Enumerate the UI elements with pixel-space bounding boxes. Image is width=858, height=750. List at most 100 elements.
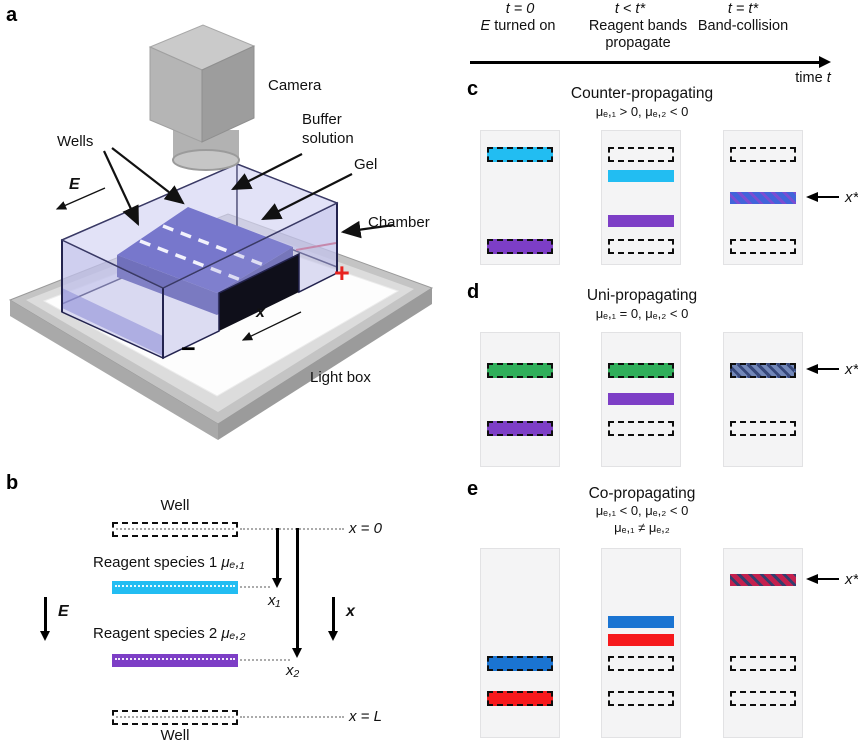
e-field-label-a: E bbox=[69, 176, 80, 193]
apparatus-illustration bbox=[8, 24, 434, 440]
timeline-axis-prefix: time bbox=[795, 70, 827, 86]
panel-e-title: Co-propagating bbox=[588, 485, 696, 502]
panel-d-title: Uni-propagating bbox=[586, 287, 698, 304]
gel-arrow bbox=[261, 173, 353, 220]
e-mid-well-empty-top bbox=[608, 656, 674, 671]
e-t0-well-reagent1 bbox=[487, 656, 553, 671]
b-well-top bbox=[112, 522, 238, 537]
b-e-field-label: E bbox=[58, 603, 69, 620]
e-col-well-empty-bottom bbox=[730, 691, 796, 706]
c-t0-well-reagent1 bbox=[487, 147, 553, 162]
x-axis-arrow-a bbox=[241, 311, 302, 341]
c-xstar-pointer: x* bbox=[806, 188, 858, 206]
b-well-top-label: Well bbox=[160, 497, 190, 514]
panel-e-condition-2: μₑ,₁ ≠ μₑ,₂ bbox=[614, 520, 670, 535]
b-x2-arrow bbox=[292, 528, 301, 658]
e-strip-t0 bbox=[480, 548, 560, 738]
e-t0-well-reagent2 bbox=[487, 691, 553, 706]
annotation-arrows bbox=[55, 147, 395, 341]
e-field-arrow-a bbox=[55, 187, 106, 210]
wells-label: Wells bbox=[57, 133, 94, 150]
e-xstar-arrowhead-icon bbox=[806, 574, 818, 584]
panel-e-condition-1: μₑ,₁ < 0, μₑ,₂ < 0 bbox=[595, 503, 689, 518]
b-well-bottom bbox=[112, 710, 238, 725]
buffer-label: Buffer solution bbox=[302, 111, 354, 147]
e-mid-well-empty-bottom bbox=[608, 691, 674, 706]
c-t0-well-reagent2 bbox=[487, 239, 553, 254]
d-col-well-collision bbox=[730, 363, 796, 378]
timeline-axis-label: time t bbox=[778, 70, 848, 87]
timeline-stage1-event: E turned on bbox=[442, 18, 594, 35]
c-strip-t0 bbox=[480, 130, 560, 265]
e-col-well-empty-top bbox=[730, 656, 796, 671]
c-mid-band-reagent2 bbox=[608, 215, 674, 227]
b-reagent1-text: Reagent species 1 bbox=[93, 554, 218, 571]
chamber-label: Chamber bbox=[368, 214, 430, 231]
c-col-band-collision bbox=[730, 192, 796, 204]
chamber-3d bbox=[60, 162, 339, 360]
timeline-stage2-event: Reagent bands propagate bbox=[588, 18, 688, 51]
panel-b-label: b bbox=[6, 472, 19, 494]
buffer-arrow bbox=[231, 153, 303, 190]
d-strip-mid bbox=[601, 332, 681, 467]
d-xstar-label: x* bbox=[845, 360, 858, 378]
x-axis-label-a: x bbox=[256, 304, 265, 321]
e-xstar-label: x* bbox=[845, 570, 858, 588]
b-xL-dotted-line bbox=[240, 716, 344, 718]
b-band-reagent1 bbox=[112, 581, 238, 594]
anode-plus: + bbox=[334, 258, 350, 288]
b-x0-label: x = 0 bbox=[349, 520, 382, 537]
timeline-stage3-event: Band-collision bbox=[697, 18, 789, 34]
b-x-axis-label: x bbox=[346, 603, 355, 620]
bridge-shadow bbox=[219, 254, 299, 331]
d-mid-band-reagent2 bbox=[608, 393, 674, 405]
panel-a-label: a bbox=[6, 4, 18, 26]
d-xstar-pointer: x* bbox=[806, 360, 858, 378]
chamber-arrow bbox=[340, 220, 395, 239]
b-x2-label: x₂ bbox=[286, 662, 300, 679]
timeline-arrow bbox=[470, 56, 831, 67]
light-box-label: Light box bbox=[310, 369, 371, 386]
b-x1-arrow bbox=[272, 528, 281, 588]
d-strip-collision bbox=[723, 332, 803, 467]
c-mid-well-empty-top bbox=[608, 147, 674, 162]
b-x-axis-arrow bbox=[328, 597, 337, 641]
camera-3d bbox=[148, 24, 256, 171]
panel-d-condition: μₑ,₁ = 0, μₑ,₂ < 0 bbox=[595, 306, 689, 321]
panel-e-label: e bbox=[467, 478, 479, 500]
e-col-band-collision bbox=[730, 574, 796, 586]
c-strip-mid bbox=[601, 130, 681, 265]
e-strip-mid bbox=[601, 548, 681, 738]
d-strip-t0 bbox=[480, 332, 560, 467]
d-col-well-empty bbox=[730, 421, 796, 436]
d-mid-well-empty bbox=[608, 421, 674, 436]
b-x1-label: x₁ bbox=[268, 592, 281, 609]
b-reagent2-text: Reagent species 2 bbox=[93, 625, 218, 642]
timeline-stage1-time: t = 0 bbox=[505, 1, 535, 17]
c-xstar-arrowhead-icon bbox=[806, 192, 818, 202]
c-xstar-arrow-line bbox=[818, 195, 839, 199]
panel-c-label: c bbox=[467, 78, 479, 100]
b-reagent2-mobility: μₑ,₂ bbox=[221, 625, 246, 642]
b-x2-dotted-line bbox=[240, 659, 290, 661]
gel-label: Gel bbox=[354, 156, 378, 173]
d-t0-well-reagent2 bbox=[487, 421, 553, 436]
c-col-well-empty-top bbox=[730, 147, 796, 162]
b-well-bottom-label: Well bbox=[160, 727, 190, 744]
c-strip-collision bbox=[723, 130, 803, 265]
b-reagent1-mobility: μₑ,₁ bbox=[221, 554, 245, 571]
b-reagent1-label: Reagent species 1 μₑ,₁ bbox=[93, 554, 244, 571]
b-reagent2-label: Reagent species 2 μₑ,₂ bbox=[93, 625, 245, 642]
e-strip-collision bbox=[723, 548, 803, 738]
wells-arrow-2 bbox=[111, 147, 185, 205]
c-mid-band-reagent1 bbox=[608, 170, 674, 182]
timeline-axis-var: t bbox=[826, 70, 831, 86]
cathode-minus: − bbox=[181, 335, 196, 363]
b-xL-label: x = L bbox=[349, 708, 382, 725]
b-band-reagent2 bbox=[112, 654, 238, 667]
timeline-stage1-event-var: E bbox=[480, 18, 491, 34]
c-col-well-empty-bottom bbox=[730, 239, 796, 254]
c-xstar-label: x* bbox=[845, 188, 858, 206]
e-mid-band-reagent2 bbox=[608, 634, 674, 646]
